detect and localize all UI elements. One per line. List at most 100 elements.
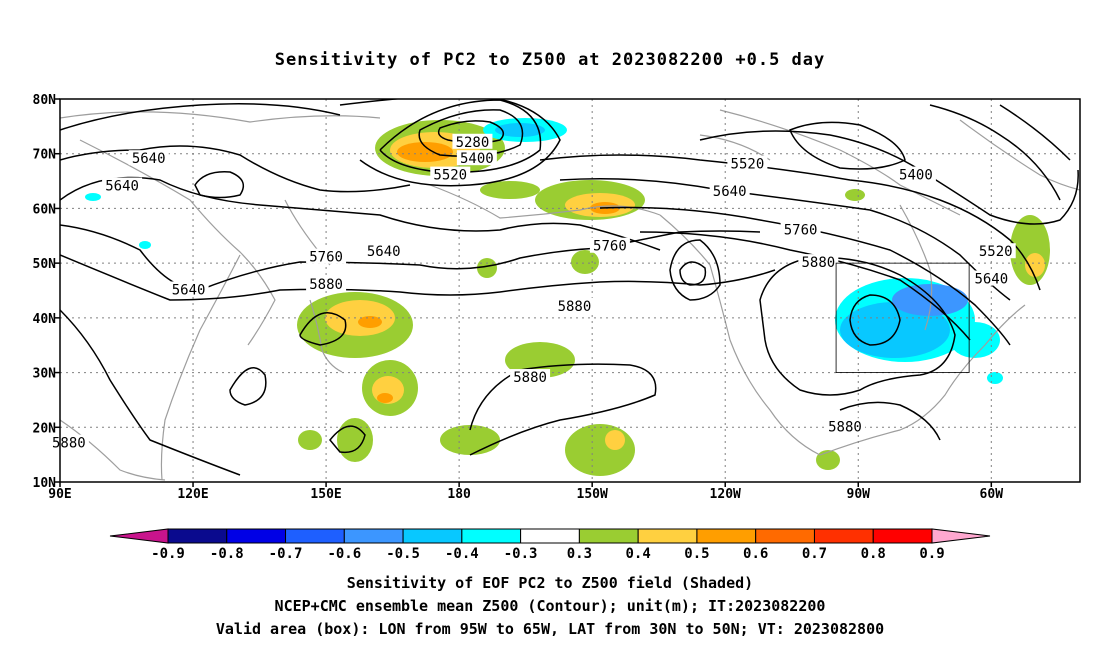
colorbar-label: -0.4 <box>445 546 479 562</box>
shade-patch <box>845 189 865 201</box>
lat-label: 40N <box>33 312 57 327</box>
contour-line <box>379 99 542 174</box>
shade-patch <box>358 316 382 328</box>
chart-title: Sensitivity of PC2 to Z500 at 2023082200… <box>274 50 826 70</box>
contour-line <box>60 254 776 301</box>
contour-label: 5760 <box>593 239 627 255</box>
colorbar-segment <box>696 528 757 544</box>
contour-label-bg <box>510 369 551 385</box>
latitude-labels: 80N 70N 60N 50N 40N 30N 20N 10N <box>33 93 60 491</box>
lat-label: 20N <box>33 421 57 436</box>
colorbar-label: 0.5 <box>684 546 709 562</box>
contour-label: 5400 <box>460 151 494 167</box>
caption-contour: NCEP+CMC ensemble mean Z500 (Contour); u… <box>274 597 826 615</box>
caption-shaded: Sensitivity of EOF PC2 to Z500 field (Sh… <box>346 574 754 592</box>
colorbar-label: 0.8 <box>861 546 886 562</box>
contour-line <box>329 425 366 454</box>
contour-label-bg <box>824 418 865 434</box>
colorbar-label: 0.7 <box>802 546 827 562</box>
shade-patch <box>816 450 840 470</box>
colorbar-segment <box>402 528 463 544</box>
contour-labels: 5640564056405280540055205640576058805760… <box>48 133 1016 452</box>
contour-line <box>849 294 901 346</box>
contour-label-bg <box>363 243 404 259</box>
contour-label-bg <box>452 133 493 149</box>
colorbar-label: 0.6 <box>743 546 768 562</box>
contour-label-bg <box>456 150 497 166</box>
contour-line <box>669 239 721 301</box>
contour-line <box>60 176 661 251</box>
lon-label: 90E <box>48 487 71 502</box>
contour-label-bg <box>554 297 595 313</box>
contour-label-bg <box>306 248 347 264</box>
contour-line <box>679 261 707 286</box>
coastlines <box>60 109 1080 481</box>
shade-patch <box>377 393 393 403</box>
contour-label-bg <box>306 276 347 292</box>
shade-patch <box>298 430 322 450</box>
contour-label: 5640 <box>105 179 139 195</box>
colorbar-label: 0.9 <box>919 546 944 562</box>
contour-label: 5640 <box>974 272 1008 288</box>
contour-label-bg <box>727 155 768 171</box>
contour-label-bg <box>128 150 169 166</box>
lon-label: 120W <box>710 487 741 502</box>
shade-patch <box>605 430 625 450</box>
shade-patch <box>495 123 545 137</box>
contour-label: 5400 <box>899 168 933 184</box>
contour-line <box>339 99 561 187</box>
coastline <box>659 214 821 456</box>
contour-line <box>929 104 1061 201</box>
shade-patch <box>950 322 1000 358</box>
contour-line <box>194 171 245 199</box>
contour-label: 5640 <box>172 283 206 299</box>
coastline <box>899 204 933 331</box>
contour-line <box>839 401 941 441</box>
contour-label-bg <box>798 254 839 270</box>
contour-label: 5280 <box>456 135 490 151</box>
colorbar-segment <box>343 528 404 544</box>
colorbar-label: -0.9 <box>151 546 185 562</box>
colorbar-label: -0.3 <box>504 546 538 562</box>
coastline <box>309 299 343 373</box>
contour-line <box>60 309 241 476</box>
contour-label-bg <box>48 434 89 450</box>
lat-label: 60N <box>33 202 57 217</box>
shade-patch <box>397 142 453 162</box>
contour-label: 5520 <box>979 244 1013 260</box>
lon-label: 150W <box>577 487 608 502</box>
contour-label-bg <box>895 166 936 182</box>
caption-valid-area: Valid area (box): LON from 95W to 65W, L… <box>215 620 885 638</box>
colorbar-segment <box>167 528 228 544</box>
contour-label: 5520 <box>433 168 467 184</box>
colorbar-high-triangle <box>931 528 991 544</box>
contour-label: 5640 <box>132 151 166 167</box>
coastline <box>429 184 661 219</box>
contour-line <box>299 312 347 346</box>
contour-line <box>437 120 505 144</box>
contour-label-bg <box>168 281 209 297</box>
coastline <box>959 119 1080 191</box>
shade-patch <box>480 181 540 199</box>
contour-label: 5640 <box>713 184 747 200</box>
contour-label-bg <box>102 177 143 193</box>
colorbar-label: -0.7 <box>269 546 303 562</box>
shade-patch <box>337 418 373 462</box>
colorbar-segment <box>520 528 580 544</box>
lat-label: 50N <box>33 257 57 272</box>
contour-label: 5760 <box>784 222 818 238</box>
lon-label: 180 <box>447 487 471 502</box>
lat-label: 10N <box>33 476 57 491</box>
colorbar-segment <box>461 528 522 544</box>
contour-label: 5880 <box>828 419 862 435</box>
colorbar-segment <box>755 528 815 544</box>
contour-label-bg <box>430 166 471 182</box>
colorbar-segment <box>578 528 639 544</box>
coastline <box>719 109 961 216</box>
contour-line <box>60 103 341 131</box>
contour-label: 5880 <box>309 277 343 293</box>
shade-patch <box>892 284 968 316</box>
colorbar-labels: -0.9 -0.8 -0.7 -0.6 -0.5 -0.4 -0.3 0.3 0.4 0.5 0.6… <box>151 546 945 562</box>
contour-label-bg <box>975 243 1016 259</box>
